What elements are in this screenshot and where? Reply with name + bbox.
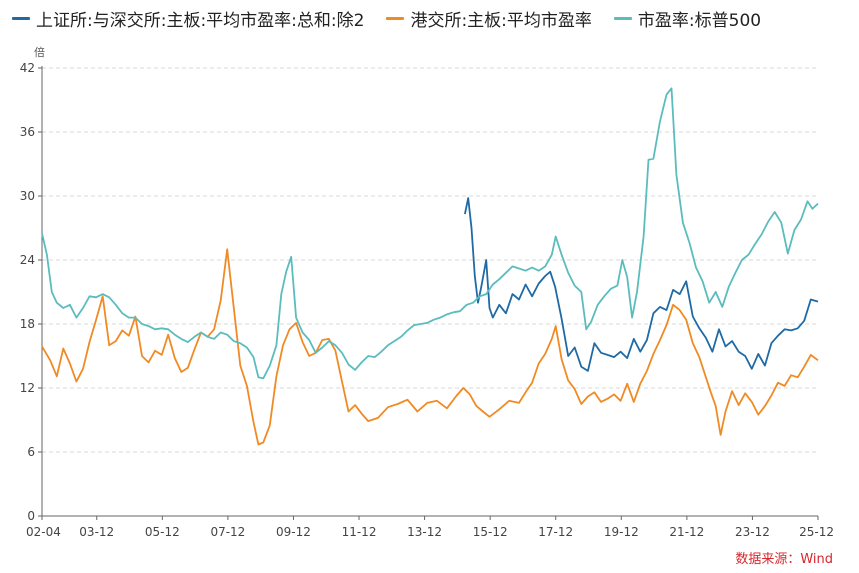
y-tick-label: 6	[27, 445, 35, 459]
x-tick-label: 09-12	[276, 525, 311, 539]
x-tick-label: 21-12	[669, 525, 704, 539]
legend: 上证所:与深交所:主板:平均市盈率:总和:除2 港交所:主板:平均市盈率 市盈率…	[12, 6, 761, 31]
x-tick-label: 23-12	[735, 525, 770, 539]
y-tick-label: 0	[27, 509, 35, 523]
grid-lines	[42, 67, 818, 453]
axes	[38, 66, 819, 520]
x-tick-label: 15-12	[473, 525, 508, 539]
y-axis-unit-label: 倍	[34, 46, 45, 59]
y-tick-label: 24	[20, 253, 35, 267]
y-tick-label: 36	[20, 125, 35, 139]
y-tick-label: 12	[20, 381, 35, 395]
legend-item-sp500: 市盈率:标普500	[613, 6, 762, 31]
x-tick-label: 03-12	[79, 525, 114, 539]
tick-labels: 0 6 12 18 24 30 36 42 02-04 03-12 05-12 07-12 09-12 1…	[20, 61, 834, 539]
y-tick-label: 18	[20, 317, 35, 331]
legend-swatch-sse-szse	[12, 17, 30, 20]
legend-label-sp500: 市盈率:标普500	[637, 11, 762, 31]
x-tick-label: 05-12	[145, 525, 180, 539]
series-line-sse-szse	[464, 197, 819, 372]
data-source-note: 数据来源：Wind	[735, 552, 833, 567]
x-tick-label: 11-12	[342, 525, 377, 539]
y-tick-label: 30	[20, 189, 35, 203]
series-line-hkex	[41, 248, 819, 446]
x-tick-label: 17-12	[538, 525, 573, 539]
legend-label-sse-szse: 上证所:与深交所:主板:平均市盈率:总和:除2	[36, 11, 365, 31]
x-tick-label: 19-12	[604, 525, 639, 539]
y-tick-label: 42	[20, 61, 35, 75]
legend-swatch-hkex	[386, 17, 405, 20]
x-tick-label: 25-12	[799, 525, 834, 539]
legend-item-hkex: 港交所:主板:平均市盈率	[386, 6, 592, 31]
x-tick-label: 13-12	[407, 525, 442, 539]
legend-item-sse-szse: 上证所:与深交所:主板:平均市盈率:总和:除2	[12, 6, 364, 31]
legend-label-hkex: 港交所:主板:平均市盈率	[410, 11, 592, 31]
series-line-sp500	[41, 87, 819, 380]
x-tick-label: 02-04	[26, 525, 61, 539]
series-lines	[41, 87, 819, 446]
legend-swatch-sp500	[613, 17, 632, 20]
x-tick-label: 07-12	[210, 525, 245, 539]
